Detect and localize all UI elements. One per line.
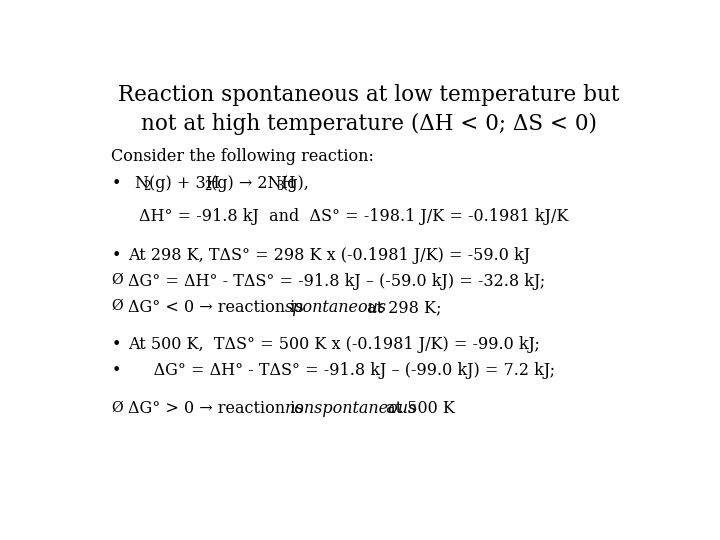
Text: •: • (111, 362, 120, 379)
Text: •: • (111, 175, 120, 192)
Text: at 298 K;: at 298 K; (361, 299, 441, 316)
Text: ΔG° = ΔH° - TΔS° = -91.8 kJ – (-59.0 kJ) = -32.8 kJ;: ΔG° = ΔH° - TΔS° = -91.8 kJ – (-59.0 kJ)… (128, 273, 545, 289)
Text: At 298 K, TΔS° = 298 K x (-0.1981 J/K) = -59.0 kJ: At 298 K, TΔS° = 298 K x (-0.1981 J/K) =… (128, 246, 530, 264)
Text: Ø: Ø (111, 299, 123, 313)
Text: (g) → 2NH: (g) → 2NH (210, 175, 295, 192)
Text: Ø: Ø (111, 400, 123, 414)
Text: 3: 3 (276, 180, 283, 193)
Text: ΔG° > 0 → reaction is: ΔG° > 0 → reaction is (128, 400, 309, 417)
Text: (g),: (g), (282, 175, 310, 192)
Text: nonspontaneous: nonspontaneous (284, 400, 417, 417)
Text: (g) + 3H: (g) + 3H (149, 175, 220, 192)
Text: N: N (135, 175, 148, 192)
Text: ΔG° = ΔH° - TΔS° = -91.8 kJ – (-99.0 kJ) = 7.2 kJ;: ΔG° = ΔH° - TΔS° = -91.8 kJ – (-99.0 kJ)… (128, 362, 555, 379)
Text: not at high temperature (ΔH < 0; ΔS < 0): not at high temperature (ΔH < 0; ΔS < 0) (141, 113, 597, 134)
Text: At 500 K,  TΔS° = 500 K x (-0.1981 J/K) = -99.0 kJ;: At 500 K, TΔS° = 500 K x (-0.1981 J/K) =… (128, 336, 540, 353)
Text: Ø: Ø (111, 273, 123, 287)
Text: •: • (111, 246, 120, 264)
Text: spontaneous: spontaneous (284, 299, 387, 316)
Text: ΔG° < 0 → reaction is: ΔG° < 0 → reaction is (128, 299, 309, 316)
Text: Reaction spontaneous at low temperature but: Reaction spontaneous at low temperature … (118, 84, 620, 105)
Text: Consider the following reaction:: Consider the following reaction: (111, 148, 374, 165)
Text: at 500 K: at 500 K (382, 400, 455, 417)
Text: 2: 2 (143, 180, 150, 193)
Text: •: • (111, 336, 120, 353)
Text: 2: 2 (204, 180, 212, 193)
Text: ΔH° = -91.8 kJ  and  ΔS° = -198.1 J/K = -0.1981 kJ/K: ΔH° = -91.8 kJ and ΔS° = -198.1 J/K = -0… (139, 208, 569, 225)
